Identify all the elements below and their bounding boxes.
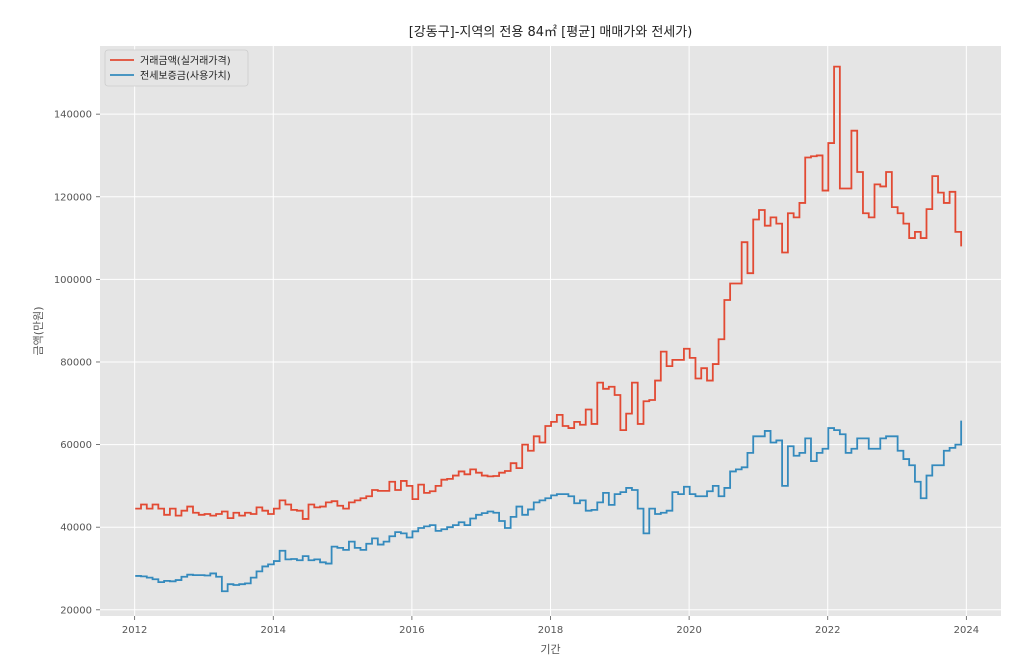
x-tick-label: 2016 — [399, 625, 424, 636]
y-tick-label: 40000 — [60, 523, 92, 534]
x-tick-label: 2014 — [261, 625, 286, 636]
y-tick-label: 140000 — [54, 110, 92, 121]
y-tick-label: 120000 — [54, 192, 92, 203]
x-tick-label: 2018 — [538, 625, 563, 636]
x-tick-label: 2012 — [122, 625, 147, 636]
x-tick-label: 2020 — [676, 625, 701, 636]
legend-label-series-2: 전세보증금(사용가치) — [140, 70, 231, 82]
y-tick-label: 80000 — [60, 357, 92, 368]
legend: 거래금액(실거래가격) 전세보증금(사용가치) — [104, 49, 249, 87]
x-tick-label: 2024 — [954, 625, 979, 636]
chart-title: [강동구]-지역의 전용 84㎡ [평균] 매매가와 전세가) — [409, 25, 693, 40]
y-tick-label: 20000 — [60, 605, 92, 616]
series-line-1 — [135, 65, 963, 520]
legend-box — [104, 49, 249, 87]
series-line-2 — [135, 420, 963, 593]
y-axis-ticks: 20000 40000 60000 80000 100000 120000 140000 — [54, 110, 100, 616]
series-layer — [135, 65, 963, 593]
y-tick-label: 100000 — [54, 275, 92, 286]
x-tick-label: 2022 — [815, 625, 840, 636]
x-axis-label: 기간 — [540, 643, 560, 656]
y-axis-label: 금액(만원) — [32, 306, 45, 355]
legend-label-series-1: 거래금액(실거래가격) — [140, 54, 231, 67]
x-axis-ticks: 2012 2014 2016 2018 2020 2022 2024 — [122, 616, 979, 636]
gridlines — [100, 46, 1001, 616]
y-tick-label: 60000 — [60, 440, 92, 451]
